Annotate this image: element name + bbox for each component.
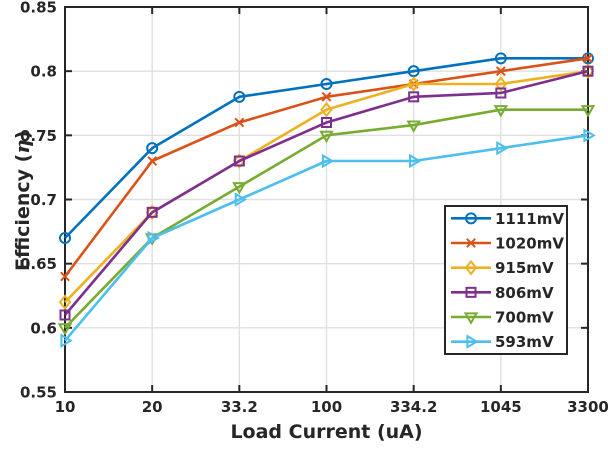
triangle-down-marker-icon: [232, 182, 247, 195]
y-tick-label: 0.6: [30, 319, 57, 337]
x-axis-label: Load Current (uA): [230, 421, 423, 443]
circle-marker-icon: [233, 90, 246, 103]
x-marker-icon: [321, 91, 332, 102]
legend-entry-1020mV: 1020mV: [451, 235, 564, 253]
legend: 1111mV 1020mV 915mV 806mV 700mV 593mV: [444, 205, 568, 355]
y-tick-label: 0.85: [20, 0, 57, 17]
x-tick-label: 334.2: [390, 398, 437, 416]
x-marker-icon: [60, 271, 70, 282]
x-tick-label: 3300: [567, 398, 608, 416]
series-1020mV: [60, 53, 593, 282]
legend-label: 806mV: [495, 284, 554, 302]
circle-marker-icon: [465, 212, 477, 225]
y-tick-label: 0.75: [20, 127, 57, 145]
legend-entry-1111mV: 1111mV: [451, 210, 564, 228]
x-tick-label: 20: [142, 398, 163, 416]
x-marker-icon: [234, 117, 245, 128]
y-axis-label-close: ): [12, 130, 34, 140]
y-tick-label: 0.55: [20, 384, 57, 402]
legend-label: 1020mV: [495, 235, 564, 253]
triangle-down-marker-icon: [406, 120, 421, 133]
legend-box: [444, 205, 568, 355]
x-tick-label: 1045: [480, 398, 522, 416]
y-tick-label: 0.8: [30, 63, 57, 81]
legend-label: 1111mV: [495, 210, 564, 228]
square-marker-icon: [59, 309, 71, 321]
series-593mV: [60, 128, 596, 348]
legend-label: 915mV: [495, 259, 554, 277]
triangle-down-marker-icon: [57, 323, 73, 336]
triangle-down-marker-icon: [493, 105, 509, 118]
x-marker-icon: [583, 53, 593, 64]
legend-entry-915mV: 915mV: [451, 259, 554, 277]
eta-symbol: η: [10, 139, 34, 154]
legend-label: 593mV: [495, 333, 554, 351]
legend-entry-593mV: 593mV: [451, 333, 554, 351]
square-marker-icon: [408, 91, 420, 103]
square-marker-icon: [233, 155, 245, 167]
triangle-right-marker-icon: [409, 153, 422, 169]
triangle-right-marker-icon: [583, 128, 596, 143]
diamond-marker-icon: [494, 76, 508, 92]
triangle-right-marker-icon: [466, 334, 479, 349]
diamond-marker-icon: [58, 294, 72, 310]
circle-marker-icon: [59, 232, 71, 244]
x-tick-label: 10: [55, 398, 76, 416]
triangle-down-marker-icon: [319, 130, 334, 144]
circle-marker-icon: [407, 65, 420, 78]
y-axis-label: Efficiency (η): [10, 130, 34, 271]
x-marker-icon: [147, 156, 158, 166]
triangle-right-marker-icon: [321, 153, 335, 169]
triangle-right-marker-icon: [147, 230, 160, 246]
y-tick-label: 0.7: [30, 191, 57, 209]
series-line-1111mV: [64, 57, 588, 239]
series-806mV: [59, 65, 594, 321]
legend-label: 700mV: [495, 309, 554, 327]
series-1111mV: [59, 52, 594, 244]
triangle-right-marker-icon: [234, 192, 248, 207]
x-marker-icon: [495, 66, 506, 77]
circle-marker-icon: [320, 78, 333, 90]
circle-marker-icon: [494, 52, 507, 65]
square-marker-icon: [465, 286, 477, 298]
x-marker-icon: [466, 238, 476, 248]
square-marker-icon: [146, 206, 158, 218]
y-tick-label: 0.65: [20, 255, 57, 273]
triangle-down-marker-icon: [580, 105, 596, 118]
triangle-right-marker-icon: [60, 333, 73, 348]
square-marker-icon: [321, 117, 332, 128]
x-tick-label: 100: [311, 398, 342, 416]
triangle-right-marker-icon: [496, 140, 509, 156]
diamond-marker-icon: [464, 259, 478, 276]
square-marker-icon: [495, 87, 507, 99]
diamond-marker-icon: [581, 63, 595, 79]
diamond-marker-icon: [320, 101, 333, 118]
circle-marker-icon: [146, 142, 159, 155]
x-tick-label: 33.2: [221, 398, 258, 416]
series-line-593mV: [64, 134, 589, 342]
series-line-806mV: [64, 69, 589, 316]
triangle-down-marker-icon: [463, 312, 479, 325]
diamond-marker-icon: [407, 76, 420, 92]
square-marker-icon: [582, 65, 594, 77]
legend-entry-700mV: 700mV: [451, 309, 554, 327]
y-axis-label-text: Efficiency (: [12, 153, 34, 271]
legend-entry-806mV: 806mV: [451, 284, 554, 302]
